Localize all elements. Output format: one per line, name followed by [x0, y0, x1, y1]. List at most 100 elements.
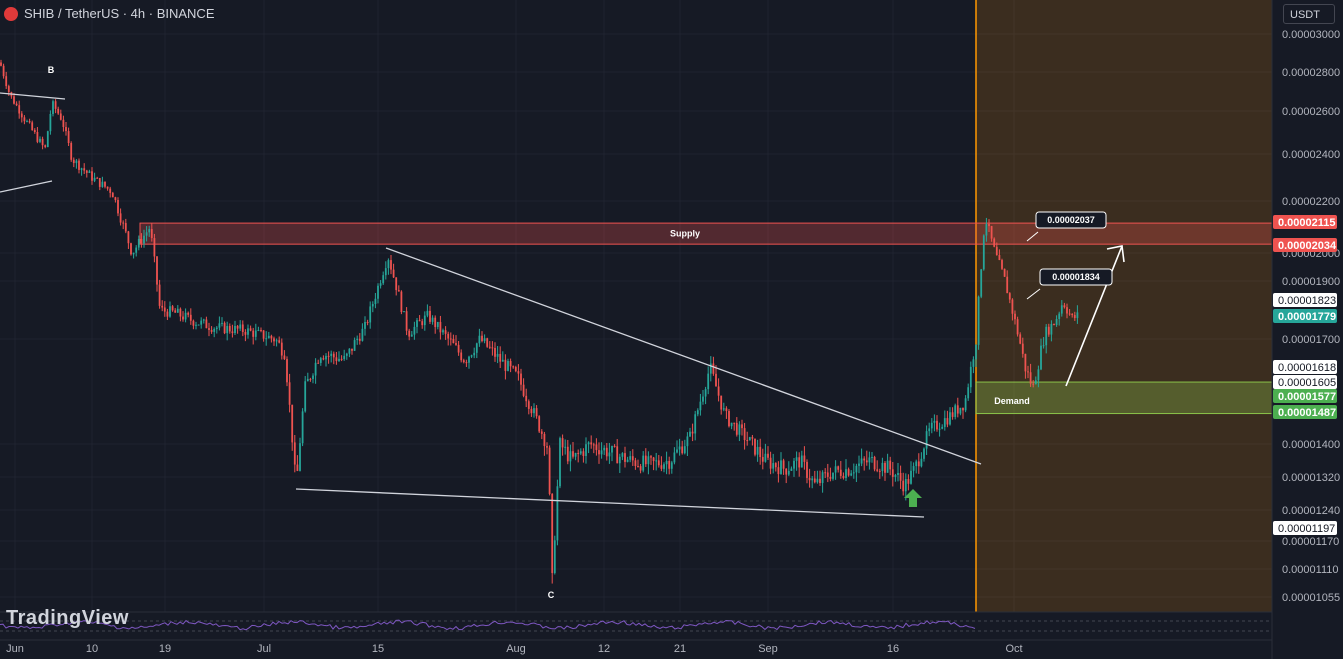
candle-body	[561, 438, 564, 448]
candle-body	[462, 360, 465, 363]
candle-body	[694, 414, 697, 434]
candle-body	[52, 101, 54, 114]
candle-body	[756, 446, 759, 455]
currency-button[interactable]: USDT	[1283, 4, 1335, 24]
candle-body	[949, 412, 951, 425]
candle-body	[644, 455, 647, 465]
candle-body	[962, 407, 964, 411]
callout-mid-text: 0.00001834	[1052, 272, 1100, 282]
indicator-line	[0, 619, 976, 631]
candle-body	[585, 444, 587, 456]
candle-body	[98, 178, 101, 187]
candle-body	[941, 426, 944, 429]
price-label-bg	[1273, 293, 1337, 307]
time-tick-label: 16	[887, 643, 899, 655]
time-tick-label: Jun	[6, 643, 24, 655]
candle-body	[928, 428, 931, 432]
candle-body	[460, 352, 463, 361]
candle-body	[520, 373, 522, 385]
candle-body	[834, 466, 837, 473]
candle-body	[501, 359, 504, 362]
candle-body	[291, 404, 294, 443]
candle-body	[1008, 293, 1011, 300]
candle-body	[335, 357, 338, 362]
time-tick-label: Aug	[506, 643, 526, 655]
candle-body	[600, 450, 603, 455]
candle-body	[403, 311, 405, 313]
candle-body	[743, 428, 746, 441]
candle-body	[67, 131, 70, 144]
candle-body	[156, 256, 158, 285]
candle-body	[699, 401, 702, 411]
candle-body	[717, 386, 720, 396]
candle-body	[798, 457, 801, 468]
candle-body	[436, 321, 439, 328]
candle-body	[312, 375, 314, 379]
candle-body	[231, 331, 234, 334]
candle-body	[670, 462, 673, 469]
candle-body	[413, 326, 416, 335]
time-axis[interactable]: Jun 10 19 Jul 15 Aug 12 21 Sep 16 Oct	[0, 639, 1272, 655]
candle-body	[616, 446, 619, 464]
candle-body	[475, 343, 478, 353]
candle-body	[741, 424, 743, 429]
candle-body	[319, 358, 322, 363]
candle-body	[122, 222, 125, 224]
candle-body	[912, 466, 915, 471]
candle-body	[351, 348, 353, 351]
projection-arrow-line	[1065, 245, 1123, 387]
candle-body	[366, 321, 369, 323]
candle-body	[262, 330, 265, 339]
price-tick-label: 0.00002800	[1282, 67, 1340, 79]
candle-body	[813, 478, 816, 483]
price-label: 0.00001197	[1278, 523, 1335, 535]
callout-high: 0.00002037	[1035, 211, 1107, 229]
candle-body	[1011, 299, 1014, 314]
candle-body	[782, 460, 785, 469]
candle-body	[522, 384, 525, 396]
candle-body	[850, 473, 853, 476]
candle-body	[499, 353, 502, 362]
time-tick-label: Sep	[758, 643, 778, 655]
candle-body	[956, 405, 959, 414]
candle-body	[2, 65, 5, 77]
triangle-lower-line	[0, 180, 53, 193]
candle-body	[491, 347, 494, 349]
candle-body	[31, 122, 34, 131]
candle-body	[795, 457, 798, 461]
candle-body	[686, 436, 689, 447]
candle-body	[353, 340, 356, 351]
candle-body	[920, 458, 923, 467]
candle-body	[936, 420, 938, 430]
candle-body	[278, 340, 281, 343]
candle-body	[540, 431, 543, 434]
candle-body	[808, 477, 811, 481]
candle-body	[416, 320, 418, 327]
candle-body	[535, 408, 538, 417]
candle-body	[598, 450, 600, 455]
candle-body	[746, 440, 749, 442]
candle-body	[117, 200, 119, 214]
candle-body	[449, 338, 452, 340]
callout-high-text: 0.00002037	[1047, 215, 1095, 225]
candle-body	[702, 396, 704, 402]
candle-body	[668, 460, 671, 469]
candle-body	[473, 352, 476, 356]
candle-body	[1066, 307, 1068, 314]
wedge-lower-line	[295, 488, 925, 518]
candle-body	[39, 138, 41, 142]
candle-body	[88, 171, 91, 173]
candle-body	[163, 307, 166, 312]
candle-body	[681, 446, 684, 454]
candle-body	[395, 277, 398, 291]
time-tick-label: 21	[674, 643, 686, 655]
candle-body	[447, 333, 450, 339]
price-axis[interactable]: 0.00003000 0.00002800 0.00002600 0.00002400…	[1271, 0, 1340, 659]
candle-body	[587, 442, 590, 445]
candle-body	[915, 461, 918, 467]
candle-body	[1040, 345, 1042, 370]
candle-body	[202, 319, 205, 321]
candle-body	[140, 238, 143, 244]
candle-body	[559, 438, 561, 487]
